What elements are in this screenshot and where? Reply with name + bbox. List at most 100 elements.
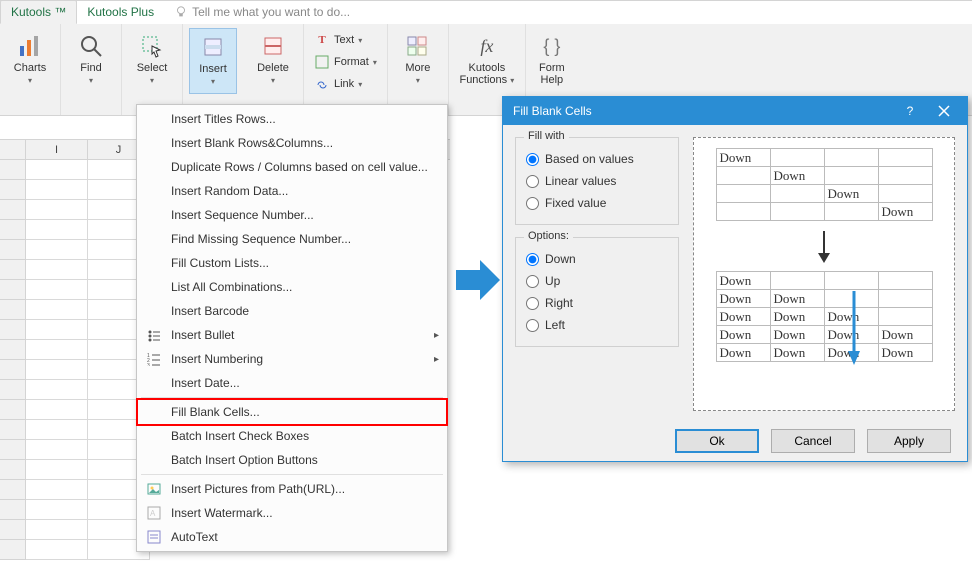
cell[interactable] [26,480,88,500]
radio-input[interactable] [526,197,539,210]
row-header[interactable] [0,200,26,220]
radio-up[interactable]: Up [526,270,668,292]
menu-item[interactable]: 123Insert Numbering▸ [137,347,447,371]
cell[interactable] [26,360,88,380]
row-header[interactable] [0,340,26,360]
kutools-functions-button[interactable]: fx KutoolsFunctions ▾ [455,28,519,94]
row-header[interactable] [0,360,26,380]
cell[interactable] [26,380,88,400]
cell[interactable] [26,160,88,180]
close-button[interactable] [927,100,961,122]
row-header[interactable] [0,160,26,180]
row-header[interactable] [0,400,26,420]
ok-button[interactable]: Ok [675,429,759,453]
menu-item[interactable]: Insert Date... [137,371,447,395]
radio-input[interactable] [526,319,539,332]
menu-item[interactable]: Batch Insert Option Buttons [137,448,447,472]
dialog-button-row: Ok Cancel Apply [503,421,967,461]
cell[interactable] [26,180,88,200]
column-header-i[interactable]: I [26,140,88,159]
menu-item[interactable]: Fill Blank Cells... [137,400,447,424]
menu-item[interactable]: List All Combinations... [137,275,447,299]
cell[interactable] [26,460,88,480]
menu-item[interactable]: Insert Titles Rows... [137,107,447,131]
cell[interactable] [26,240,88,260]
row-header[interactable] [0,380,26,400]
cell[interactable] [26,280,88,300]
row-header[interactable] [0,320,26,340]
radio-input[interactable] [526,275,539,288]
cell[interactable] [26,420,88,440]
menu-item[interactable]: Insert Pictures from Path(URL)... [137,477,447,501]
text-button[interactable]: TText▾ [314,30,377,50]
radio-right[interactable]: Right [526,292,668,314]
radio-input[interactable] [526,253,539,266]
menu-item[interactable]: Insert Random Data... [137,179,447,203]
menu-item[interactable]: Insert Barcode [137,299,447,323]
cell[interactable] [26,320,88,340]
tab-kutools-plus[interactable]: Kutools Plus [77,1,164,23]
row-header[interactable] [0,260,26,280]
radio-down[interactable]: Down [526,248,668,270]
menu-item[interactable]: Insert Sequence Number... [137,203,447,227]
radio-input[interactable] [526,297,539,310]
row-header[interactable] [0,300,26,320]
cancel-button[interactable]: Cancel [771,429,855,453]
more-button[interactable]: More ▾ [394,28,442,94]
row-header[interactable] [0,420,26,440]
radio-input[interactable] [526,153,539,166]
radio-left[interactable]: Left [526,314,668,336]
radio-input[interactable] [526,175,539,188]
row-header[interactable] [0,440,26,460]
formula-helper-button[interactable]: { } Form Help [532,28,572,94]
cell[interactable] [26,400,88,420]
cell[interactable] [26,200,88,220]
radio-fixed-value[interactable]: Fixed value [526,192,668,214]
select-all-corner[interactable] [0,140,26,159]
help-button[interactable]: ? [893,100,927,122]
menu-item-label: List All Combinations... [171,280,292,294]
row-header[interactable] [0,240,26,260]
row-header[interactable] [0,460,26,480]
menu-item[interactable]: AInsert Watermark... [137,501,447,525]
cell[interactable] [26,500,88,520]
select-button[interactable]: Select ▾ [128,28,176,94]
delete-button[interactable]: Delete ▾ [249,28,297,94]
row-header[interactable] [0,540,26,560]
format-button[interactable]: Format▾ [314,52,377,72]
apply-button[interactable]: Apply [867,429,951,453]
cell[interactable] [26,440,88,460]
row-header[interactable] [0,520,26,540]
tell-me-search[interactable]: Tell me what you want to do... [174,5,350,19]
cell[interactable] [26,260,88,280]
menu-item[interactable]: Batch Insert Check Boxes [137,424,447,448]
radio-based-on-values[interactable]: Based on values [526,148,668,170]
row-header[interactable] [0,480,26,500]
delete-label: Delete [257,62,289,74]
row-header[interactable] [0,180,26,200]
row-header[interactable] [0,500,26,520]
menu-item[interactable]: Insert Blank Rows&Columns... [137,131,447,155]
preview-bottom-grid: DownDownDownDownDownDownDownDownDownDown… [716,271,933,362]
cell[interactable] [26,340,88,360]
charts-button[interactable]: Charts ▾ [6,28,54,94]
cell[interactable] [26,520,88,540]
row-header[interactable] [0,280,26,300]
menu-item-label: Insert Bullet [171,328,234,342]
radio-linear-values[interactable]: Linear values [526,170,668,192]
link-button[interactable]: Link▾ [314,74,377,94]
preview-cell: Down [716,344,770,362]
cell[interactable] [26,300,88,320]
dialog-titlebar[interactable]: Fill Blank Cells ? [503,97,967,125]
menu-item[interactable]: Insert Bullet▸ [137,323,447,347]
menu-item[interactable]: Fill Custom Lists... [137,251,447,275]
insert-button[interactable]: Insert ▾ [189,28,237,94]
cell[interactable] [26,220,88,240]
menu-item[interactable]: AutoText [137,525,447,549]
menu-item[interactable]: Find Missing Sequence Number... [137,227,447,251]
tab-kutools[interactable]: Kutools ™ [0,0,77,24]
row-header[interactable] [0,220,26,240]
cell[interactable] [26,540,88,560]
find-button[interactable]: Find ▾ [67,28,115,94]
menu-item[interactable]: Duplicate Rows / Columns based on cell v… [137,155,447,179]
